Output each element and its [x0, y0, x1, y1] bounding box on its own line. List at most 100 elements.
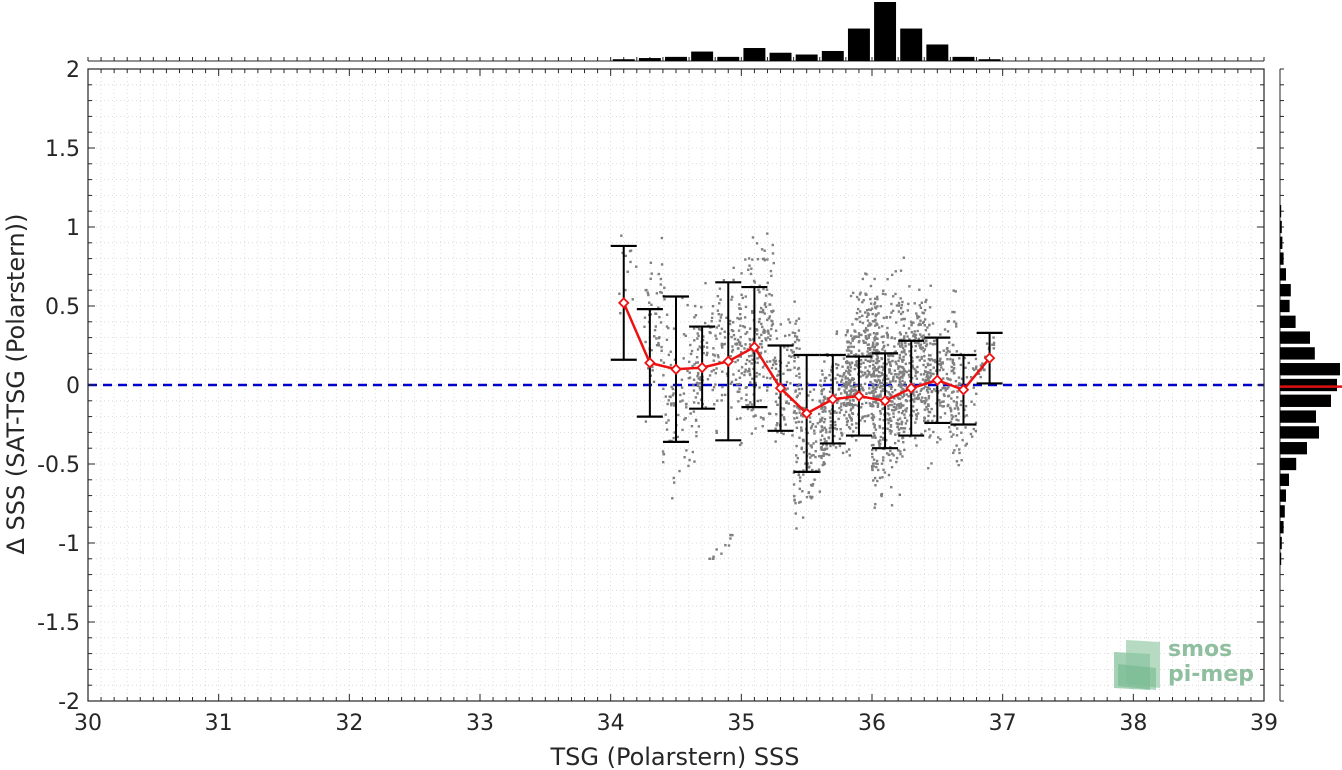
scatter-point	[899, 375, 903, 379]
scatter-point	[712, 347, 715, 350]
scatter-point	[860, 333, 863, 337]
scatter-point	[795, 335, 799, 339]
scatter-point	[672, 436, 675, 440]
scatter-point	[774, 367, 778, 371]
scatter-point	[885, 331, 889, 335]
scatter-point	[659, 321, 663, 324]
scatter-point	[834, 446, 838, 449]
scatter-point	[893, 345, 896, 348]
scatter-point	[793, 498, 796, 502]
scatter-point	[942, 393, 946, 396]
scatter-point	[820, 425, 823, 428]
scatter-point	[925, 374, 929, 377]
scatter-point	[897, 396, 900, 400]
scatter-point	[971, 367, 975, 370]
scatter-point	[882, 366, 885, 369]
scatter-point	[899, 382, 902, 385]
scatter-point	[929, 363, 932, 366]
scatter-point	[835, 381, 839, 384]
scatter-point	[886, 326, 889, 330]
scatter-point	[890, 419, 893, 423]
scatter-point	[660, 263, 664, 266]
scatter-point	[738, 443, 742, 447]
scatter-point	[872, 370, 876, 373]
scatter-point	[712, 359, 715, 362]
scatter-point	[876, 358, 879, 361]
scatter-point	[927, 419, 930, 423]
scatter-point	[863, 371, 867, 374]
scatter-point	[842, 401, 846, 405]
scatter-point	[708, 557, 712, 560]
scatter-point	[695, 434, 698, 438]
scatter-point	[888, 360, 892, 364]
scatter-point	[791, 351, 794, 354]
scatter-point	[786, 348, 789, 352]
scatter-point	[930, 407, 933, 411]
scatter-point	[970, 400, 973, 403]
scatter-point	[813, 432, 816, 435]
scatter-point	[924, 385, 927, 388]
scatter-point	[899, 450, 902, 453]
scatter-point	[761, 424, 764, 428]
scatter-point	[927, 404, 930, 408]
scatter-point	[710, 319, 713, 323]
scatter-point	[771, 322, 775, 326]
scatter-point	[667, 326, 670, 330]
scatter-point	[889, 459, 892, 462]
scatter-point	[946, 349, 950, 353]
scatter-point	[667, 353, 671, 357]
scatter-point	[851, 291, 855, 295]
scatter-point	[766, 232, 769, 235]
scatter-point	[924, 396, 927, 400]
scatter-point	[830, 370, 833, 373]
scatter-point	[762, 418, 765, 421]
scatter-point	[869, 404, 872, 408]
scatter-point	[795, 426, 799, 430]
scatter-point	[798, 476, 802, 479]
scatter-point	[744, 258, 747, 261]
scatter-point	[853, 335, 856, 338]
scatter-point	[643, 325, 646, 328]
scatter-point	[747, 403, 750, 407]
scatter-point	[796, 406, 799, 409]
scatter-point	[739, 324, 742, 327]
scatter-point	[850, 351, 853, 355]
scatter-point	[821, 410, 824, 413]
top-histogram-bar	[821, 50, 844, 61]
scatter-point	[892, 454, 895, 457]
scatter-point	[905, 399, 909, 403]
scatter-point	[942, 368, 945, 371]
scatter-point	[975, 365, 978, 368]
scatter-point	[897, 384, 901, 387]
scatter-point	[878, 426, 882, 429]
scatter-point	[832, 411, 836, 414]
scatter-point	[955, 444, 958, 447]
smos-pimep-logo: smos pi-mep	[1114, 637, 1254, 690]
scatter-point	[819, 438, 823, 442]
scatter-point	[849, 379, 853, 382]
scatter-point	[720, 342, 724, 346]
scatter-point	[873, 345, 877, 349]
scatter-point	[972, 386, 975, 389]
scatter-point	[914, 397, 917, 400]
scatter-point	[929, 342, 932, 345]
scatter-point	[788, 333, 791, 337]
scatter-point	[872, 348, 876, 351]
scatter-point	[713, 403, 716, 406]
scatter-point	[736, 390, 739, 393]
scatter-point	[931, 322, 935, 325]
scatter-point	[920, 357, 923, 360]
scatter-point	[680, 386, 684, 389]
scatter-point	[954, 414, 958, 418]
scatter-point	[908, 427, 912, 431]
scatter-point	[696, 332, 699, 335]
scatter-point	[783, 418, 786, 421]
scatter-point	[803, 407, 806, 410]
scatter-point	[923, 380, 927, 383]
scatter-point	[824, 410, 827, 413]
scatter-point	[697, 401, 700, 405]
scatter-point	[687, 376, 691, 380]
scatter-point	[720, 399, 723, 402]
scatter-point	[775, 413, 778, 416]
scatter-point	[903, 369, 907, 373]
